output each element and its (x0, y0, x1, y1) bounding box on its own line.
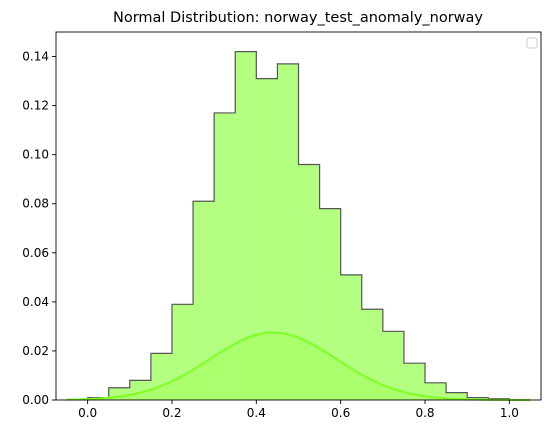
histogram-bar (340, 274, 362, 400)
x-tick-label: 0.8 (415, 406, 434, 420)
y-tick-label: 0.00 (22, 393, 49, 407)
histogram-bars (87, 51, 510, 401)
axes: 0.0 0.2 0.4 0.6 0.8 1.0 0.00 0.02 0.04 0.06 0.08 0.… (22, 31, 542, 420)
histogram-outline (87, 51, 510, 400)
y-tick-label: 0.02 (22, 344, 49, 358)
histogram-bar (171, 304, 194, 400)
histogram-bar (214, 112, 236, 401)
chart-title: Normal Distribution: norway_test_anomaly… (113, 10, 483, 26)
x-tick-label: 1.0 (500, 406, 519, 420)
y-tick-label: 0.08 (22, 197, 49, 211)
histogram-bar (193, 201, 215, 400)
histogram-bar (403, 363, 426, 400)
y-tick-label: 0.04 (22, 295, 49, 309)
histogram-bar (277, 63, 299, 400)
legend (526, 37, 538, 49)
histogram-bar (235, 51, 257, 400)
x-tick-label: 0.2 (162, 406, 181, 420)
y-tick-label: 0.06 (22, 246, 49, 260)
histogram-bar (446, 392, 468, 400)
density-curve-line (66, 331, 531, 401)
y-tick-label: 0.10 (22, 148, 49, 162)
histogram-bar (298, 164, 320, 400)
y-tick-label: 0.12 (22, 99, 49, 113)
histogram-bar (256, 78, 278, 400)
x-tick-label: 0.0 (78, 406, 97, 420)
axes-frame (55, 31, 542, 401)
histogram-bar (382, 331, 404, 400)
legend-box (526, 37, 538, 49)
y-tick-label: 0.14 (22, 50, 49, 64)
x-tick-label: 0.6 (331, 406, 350, 420)
histogram-bar (425, 382, 447, 400)
x-tick-label: 0.4 (247, 406, 266, 420)
density-curve-layer (66, 331, 531, 401)
histogram-bar (129, 380, 151, 400)
density-curve-fill (66, 332, 531, 400)
